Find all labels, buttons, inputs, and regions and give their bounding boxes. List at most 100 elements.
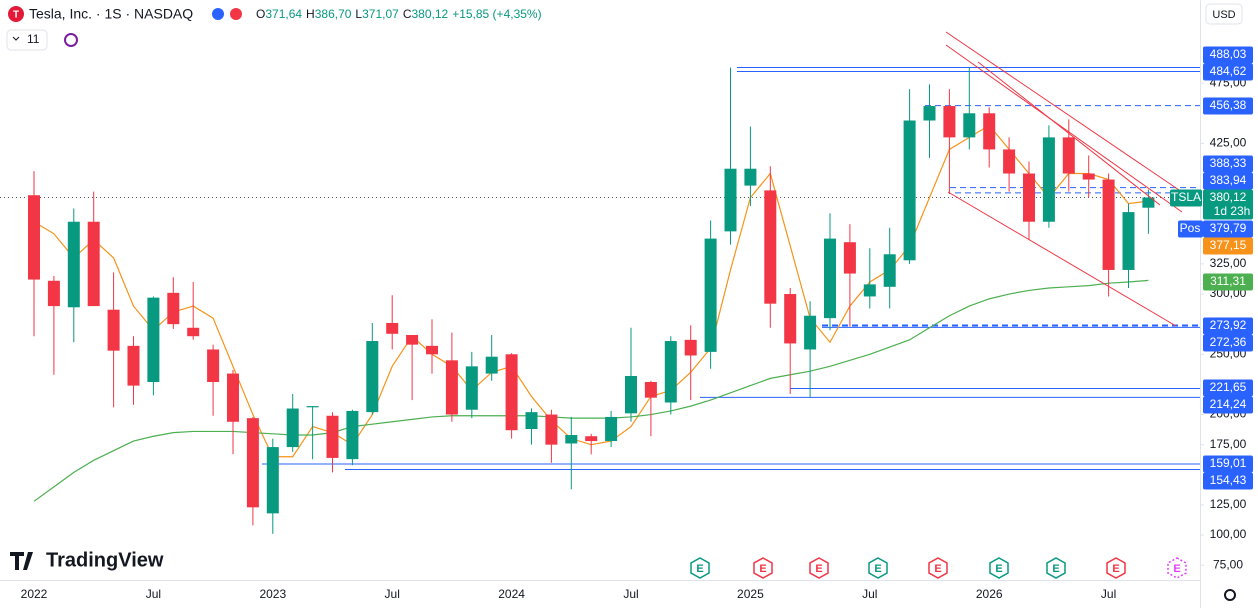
x-tick-label: Jul — [623, 587, 638, 601]
price-tag-label: 388,33 — [1210, 156, 1247, 170]
c-value: 380,12 — [411, 7, 448, 21]
candle-body — [107, 309, 120, 351]
trend-line — [945, 31, 1183, 193]
ohlc: O371,64 H386,70 L371,07 C380,12 +15,85 (+4,3… — [256, 7, 542, 21]
candle-body — [724, 168, 737, 232]
x-tick-label: 2024 — [498, 587, 525, 601]
price-tag-label: 154,43 — [1210, 473, 1247, 487]
l-value: 371,07 — [362, 7, 399, 21]
y-tick-label: 125,00 — [1210, 497, 1247, 511]
x-tick-label: Jul — [1101, 587, 1116, 601]
candle-body — [485, 356, 498, 374]
candle-body — [465, 366, 478, 410]
currency-button[interactable] — [1205, 3, 1243, 25]
price-tag — [1203, 155, 1253, 173]
h-label: H — [306, 7, 315, 21]
trend-line — [945, 44, 1183, 213]
candle-body — [47, 280, 60, 307]
price-tag — [1203, 237, 1253, 255]
sync-icon[interactable] — [64, 33, 78, 47]
candle-body — [684, 339, 697, 356]
x-tick-label: 2026 — [976, 587, 1003, 601]
price-tag-label: 380,12 — [1210, 190, 1247, 204]
indicators-toggle[interactable] — [6, 29, 48, 51]
earnings-marker — [690, 557, 710, 579]
l-label: L — [355, 7, 362, 21]
candle-body — [525, 412, 538, 430]
price-tag-label: 221,65 — [1210, 380, 1247, 394]
earnings-label: E — [1052, 563, 1059, 575]
earnings-label: E — [759, 563, 766, 575]
price-tag — [1203, 46, 1253, 64]
market-status-icon[interactable] — [212, 8, 224, 20]
brand: TradingView — [46, 549, 164, 571]
change: +15,85 (+4,35%) — [452, 7, 541, 21]
candle-body — [1062, 137, 1075, 174]
candle-body — [406, 335, 419, 345]
price-tag — [1203, 189, 1253, 220]
indicator-count: 11 — [27, 32, 40, 46]
tesla-logo-letter: T — [13, 10, 19, 21]
currency: USD — [1212, 9, 1235, 21]
y-tick-label: 100,00 — [1210, 527, 1247, 541]
price-tag-label: 484,62 — [1210, 64, 1247, 78]
data-icon[interactable] — [230, 8, 242, 20]
x-tick-label: 2023 — [259, 587, 286, 601]
candle-body — [1082, 173, 1095, 180]
candle-body — [863, 284, 876, 297]
y-tick-label: 425,00 — [1210, 136, 1247, 150]
earnings-label: E — [815, 563, 822, 575]
earnings-marker — [989, 557, 1009, 579]
o-label: O — [256, 7, 265, 21]
price-tag — [1203, 317, 1253, 335]
candle-body — [426, 345, 438, 355]
candle-body — [445, 360, 458, 415]
price-tag-label: 311,31 — [1210, 274, 1246, 288]
tesla-logo — [8, 6, 24, 22]
price-tag-label: 456,38 — [1210, 98, 1247, 112]
y-tick-label: 75,00 — [1213, 557, 1243, 571]
price-tag — [1203, 396, 1253, 414]
candle-body — [1042, 137, 1055, 222]
candle-body — [943, 106, 956, 138]
candle-body — [565, 435, 578, 444]
price-tag-label: 488,03 — [1210, 47, 1247, 61]
chevron — [12, 36, 20, 41]
pos-tag — [1178, 220, 1203, 238]
candle-body — [923, 106, 936, 121]
earnings-marker — [928, 557, 948, 579]
candle-body — [505, 354, 518, 431]
h-value: 386,70 — [315, 7, 352, 21]
trend-channel — [945, 31, 1183, 327]
earnings-marker — [809, 557, 829, 579]
earnings-label: E — [696, 563, 703, 575]
o-value: 371,64 — [265, 7, 302, 21]
earnings-label: E — [1173, 563, 1180, 575]
candle-body — [744, 168, 757, 186]
price-tag — [1203, 379, 1253, 397]
candle-body — [784, 294, 797, 344]
earnings-marker — [1106, 557, 1126, 579]
price-tag-label: 159,01 — [1210, 456, 1247, 470]
candle-body — [605, 416, 618, 442]
candle-body — [306, 406, 319, 408]
candle-body — [346, 410, 359, 460]
plot — [0, 66, 1200, 534]
settings-icon[interactable] — [1224, 589, 1236, 601]
candle-body — [664, 341, 677, 403]
price-tag-label: 214,24 — [1210, 397, 1247, 411]
y-tick-label: 175,00 — [1210, 437, 1247, 451]
tv-logo — [10, 552, 33, 570]
price-tag — [1203, 97, 1253, 115]
symbol-title: Tesla, Inc. · 1S · NASDAQ — [29, 6, 193, 22]
candle-body — [87, 221, 100, 307]
earnings-marker — [753, 557, 773, 579]
symbol-tag-label: TSLA — [1171, 190, 1201, 204]
candle-body — [207, 349, 220, 383]
earnings-marker — [1167, 557, 1187, 579]
candle-body — [167, 292, 180, 325]
countdown: 1d 23h — [1214, 204, 1251, 218]
candle-body — [67, 221, 80, 308]
candle-body — [366, 341, 379, 413]
